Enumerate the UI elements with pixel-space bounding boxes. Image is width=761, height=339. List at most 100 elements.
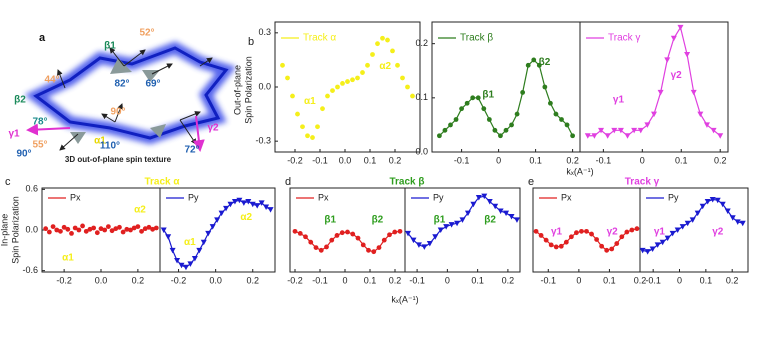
- y-tick-label: 0.3: [258, 27, 271, 37]
- data-point: [305, 133, 310, 139]
- y-tick-label: 0.0: [25, 224, 38, 234]
- data-point: [54, 227, 60, 233]
- data-point: [165, 234, 172, 240]
- data-point: [227, 201, 234, 208]
- x-tick-label: 0.2: [634, 275, 647, 285]
- data-point: [637, 127, 644, 134]
- data-point: [135, 224, 141, 230]
- plot-frame: [159, 187, 276, 273]
- x-tick-label: 0.0: [209, 275, 222, 285]
- x-tick-label: 0.1: [364, 155, 377, 165]
- data-point: [684, 52, 691, 58]
- diagram-label: 55°: [32, 140, 47, 151]
- data-point: [509, 122, 514, 128]
- data-point: [87, 226, 93, 232]
- data-point: [684, 220, 691, 227]
- data-point: [651, 111, 657, 118]
- data-point: [599, 243, 605, 249]
- y-axis-label-group: Out-of-plane Spin Polarization: [232, 56, 253, 124]
- data-point: [724, 208, 731, 215]
- annotation: β1: [434, 215, 446, 226]
- data-point: [594, 237, 599, 242]
- x-tick-label: 0: [576, 275, 581, 285]
- y-axis-label: In-plane: [0, 214, 9, 247]
- data-point: [355, 235, 361, 241]
- data-point: [669, 230, 676, 237]
- data-point: [677, 24, 684, 31]
- data-point: [340, 80, 345, 86]
- data-point: [128, 227, 133, 233]
- annotation: α1: [304, 96, 316, 107]
- data-point: [639, 247, 646, 254]
- data-point: [280, 62, 285, 68]
- data-point: [395, 62, 400, 68]
- series-line: [587, 25, 721, 137]
- x-tick-label: 0.1: [471, 275, 484, 285]
- data-point: [579, 228, 584, 234]
- data-point: [146, 224, 152, 230]
- data-point: [303, 234, 308, 240]
- data-point: [631, 127, 638, 134]
- panel-label: b: [248, 36, 254, 48]
- data-point: [503, 210, 510, 217]
- x-tick-label: 0.1: [603, 275, 616, 285]
- data-point: [619, 234, 625, 240]
- x-tick-label: -0.1: [454, 155, 470, 165]
- data-point: [497, 208, 504, 215]
- data-point: [315, 124, 320, 130]
- panel-label: e: [528, 176, 534, 188]
- data-point: [649, 246, 656, 252]
- data-point: [313, 245, 319, 251]
- data-point: [470, 201, 477, 208]
- data-point: [131, 225, 137, 231]
- panel-label: d: [285, 176, 291, 188]
- data-point: [699, 203, 706, 210]
- data-point: [689, 217, 696, 223]
- series-line: [438, 59, 574, 137]
- data-point: [459, 106, 464, 112]
- diagram-label: 90°: [110, 107, 125, 118]
- data-point: [345, 79, 350, 84]
- data-point: [729, 215, 736, 221]
- data-point: [679, 224, 686, 230]
- data-point: [703, 122, 710, 128]
- legend-label: Track β: [460, 33, 493, 44]
- diagram-label: α1: [94, 136, 106, 147]
- data-point: [200, 239, 207, 246]
- data-point: [570, 133, 575, 139]
- data-point: [236, 197, 243, 204]
- data-point: [690, 89, 697, 96]
- diagram-label: γ2: [207, 123, 219, 134]
- data-point: [94, 230, 100, 236]
- data-point: [139, 228, 144, 234]
- y-axis-label: Spin Polarization: [10, 196, 20, 264]
- data-point: [285, 75, 290, 81]
- diagram-label: 78°: [32, 117, 47, 128]
- y-tick-label: -0.3: [255, 136, 271, 146]
- data-point: [113, 226, 119, 232]
- data-point: [486, 117, 492, 122]
- spin-texture-diagram: [24, 41, 237, 152]
- data-point: [329, 237, 335, 243]
- data-point: [371, 249, 377, 255]
- data-point: [709, 197, 716, 203]
- data-point: [297, 230, 303, 236]
- data-point: [196, 247, 203, 254]
- x-tick-label: 0.2: [389, 155, 402, 165]
- data-point: [355, 75, 360, 81]
- annotation: β2: [484, 215, 496, 226]
- x-tick-label: 0.0: [339, 155, 352, 165]
- data-point: [392, 229, 398, 235]
- x-tick-label: 0: [640, 155, 645, 165]
- y-axis-label: Out-of-plane: [232, 65, 242, 115]
- data-point: [415, 242, 422, 248]
- plot-frame: [639, 187, 749, 273]
- diagram-label: 69°: [145, 79, 160, 90]
- x-tick-label: -0.2: [287, 155, 303, 165]
- plot-frame: [274, 21, 421, 153]
- data-point: [142, 226, 148, 232]
- data-point: [559, 117, 564, 122]
- data-point: [43, 226, 49, 232]
- data-point: [443, 224, 450, 230]
